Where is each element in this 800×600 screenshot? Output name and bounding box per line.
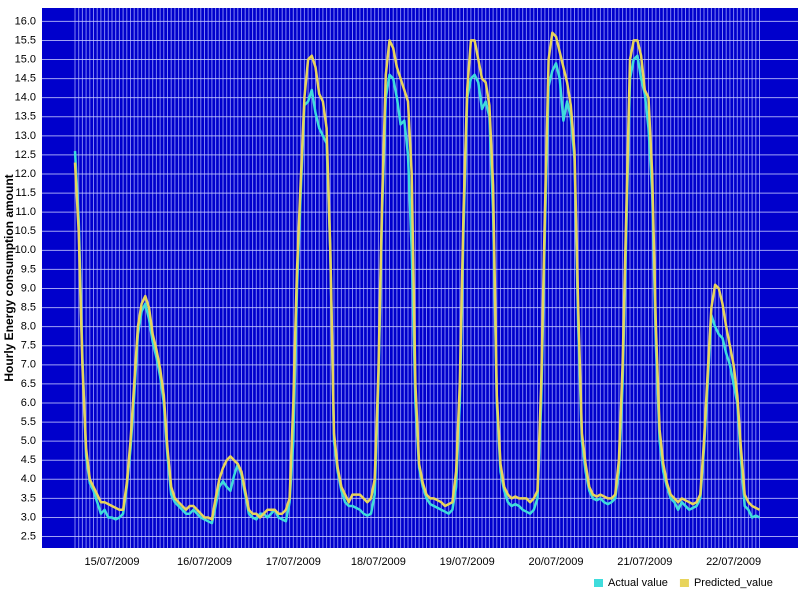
y-tick-label: 9.0 [21, 282, 36, 294]
y-tick-label: 8.0 [21, 321, 36, 333]
y-tick-label: 11.5 [15, 187, 36, 199]
x-tick-label: 18/07/2009 [351, 556, 406, 568]
y-tick-label: 10.0 [15, 244, 36, 256]
x-tick-label: 21/07/2009 [617, 556, 672, 568]
y-tick-label: 9.5 [21, 263, 36, 275]
y-tick-label: 7.5 [21, 340, 36, 352]
y-tick-label: 6.5 [21, 378, 36, 390]
y-tick-label: 3.0 [21, 511, 36, 523]
legend-label: Actual value [608, 577, 668, 589]
y-tick-label: 6.0 [21, 397, 36, 409]
y-tick-label: 2.5 [21, 530, 36, 542]
y-tick-label: 16.0 [15, 15, 36, 27]
x-tick-label: 22/07/2009 [706, 556, 761, 568]
x-tick-label: 17/07/2009 [266, 556, 321, 568]
y-tick-label: 12.0 [15, 168, 36, 180]
y-tick-label: 8.5 [21, 301, 36, 313]
x-tick-label: 20/07/2009 [528, 556, 583, 568]
y-tick-label: 3.5 [21, 492, 36, 504]
y-tick-label: 5.5 [21, 416, 36, 428]
y-tick-label: 15.5 [15, 34, 36, 46]
y-tick-label: 13.5 [15, 111, 36, 123]
y-tick-label: 4.5 [21, 454, 36, 466]
legend-swatch [594, 579, 603, 587]
y-tick-label: 14.5 [15, 73, 36, 85]
y-axis-label: Hourly Energy consumption amount [2, 174, 16, 381]
y-tick-label: 12.5 [15, 149, 36, 161]
y-tick-label: 14.0 [15, 92, 36, 104]
x-tick-label: 19/07/2009 [440, 556, 495, 568]
y-tick-label: 4.0 [21, 473, 36, 485]
legend-label: Predicted_value [694, 577, 773, 589]
y-tick-label: 15.0 [15, 53, 36, 65]
y-tick-label: 7.0 [21, 359, 36, 371]
x-tick-label: 15/07/2009 [84, 556, 139, 568]
y-tick-label: 11.0 [15, 206, 36, 218]
legend-swatch [679, 579, 689, 587]
data-line [73, 31, 761, 521]
x-tick-label: 16/07/2009 [177, 556, 232, 568]
y-tick-label: 10.5 [15, 225, 36, 237]
y-tick-label: 5.0 [21, 435, 36, 447]
y-tick-label: 13.0 [15, 130, 36, 142]
